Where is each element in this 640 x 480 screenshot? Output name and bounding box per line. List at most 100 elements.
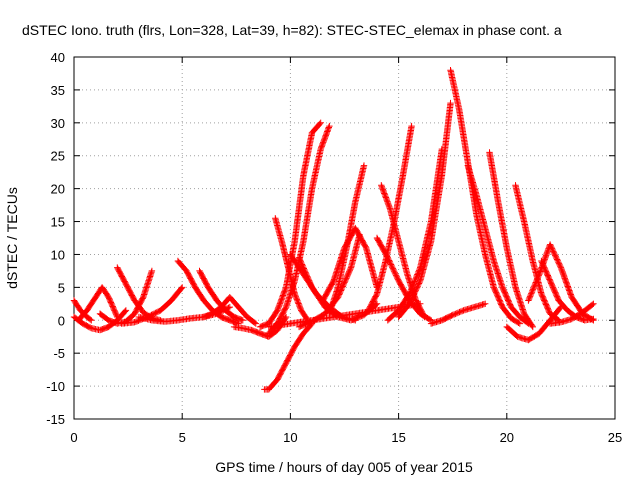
data-point [112, 309, 119, 317]
data-point [239, 317, 246, 324]
data-point [528, 322, 536, 329]
data-point [459, 307, 466, 315]
data-point [300, 265, 307, 272]
data-point [334, 294, 342, 301]
data-point [386, 258, 393, 265]
data-point [121, 308, 129, 315]
data-point [390, 266, 397, 274]
data-point [297, 257, 304, 264]
data-point [555, 260, 563, 267]
data-point [535, 272, 542, 279]
y-tick-label: 15 [51, 215, 65, 230]
data-point [505, 297, 512, 304]
data-point [538, 257, 545, 265]
series-2 [75, 284, 121, 324]
data-point [347, 265, 354, 273]
series-8 [196, 267, 246, 324]
y-tick-label: 10 [51, 247, 65, 262]
data-point [282, 313, 290, 321]
data-point [108, 301, 116, 309]
data-point [408, 296, 415, 303]
data-point [411, 278, 418, 285]
data-point [515, 319, 522, 326]
data-point [410, 281, 417, 288]
data-point [538, 290, 545, 298]
data-point [547, 242, 554, 250]
data-point [533, 276, 541, 283]
data-point [496, 297, 503, 304]
data-point [381, 190, 388, 197]
data-point [394, 274, 401, 282]
data-point [454, 309, 462, 316]
data-point [148, 267, 156, 275]
data-point [415, 281, 422, 288]
data-point [335, 292, 342, 300]
data-point [546, 241, 554, 248]
data-point [408, 295, 416, 302]
data-point [252, 320, 259, 327]
data-point [178, 285, 185, 292]
plot-frame [73, 56, 616, 420]
data-point [387, 261, 395, 268]
data-point [482, 300, 489, 307]
data-point [360, 162, 368, 169]
series-9 [200, 294, 259, 327]
data-point [552, 252, 559, 259]
data-point [548, 244, 555, 251]
data-point [385, 255, 392, 263]
data-point [541, 297, 548, 304]
series-34 [538, 257, 597, 324]
data-point [406, 299, 414, 306]
data-point [304, 274, 312, 282]
data-point [113, 312, 120, 319]
data-point [525, 297, 532, 304]
data-point [320, 139, 327, 146]
data-point [226, 303, 233, 311]
data-point [296, 304, 304, 311]
data-point [541, 264, 548, 271]
data-point [534, 273, 542, 281]
series-33 [546, 300, 597, 327]
data-point [554, 257, 561, 264]
grid [73, 56, 616, 420]
data-point [550, 248, 557, 255]
data-point [325, 124, 332, 131]
x-tick-label: 10 [283, 430, 297, 445]
data-point [552, 253, 559, 260]
data-point [114, 313, 121, 321]
data-point [551, 250, 558, 258]
y-tick-label: 30 [51, 116, 65, 131]
series-20 [295, 231, 363, 331]
data-point [533, 277, 540, 285]
data-point [343, 275, 350, 282]
data-point [412, 275, 419, 282]
data-point [296, 255, 303, 263]
data-point [88, 317, 95, 324]
data-point [411, 289, 418, 297]
data-point [501, 289, 508, 296]
data-point [339, 283, 346, 290]
data-point [590, 315, 597, 323]
series-14 [272, 215, 311, 324]
data-point [338, 284, 346, 291]
data-point [526, 293, 534, 300]
data-point [387, 260, 394, 267]
y-tick-label: -10 [46, 379, 65, 394]
data-point [345, 269, 352, 277]
y-axis-label: dSTEC / TECUs [4, 187, 20, 289]
data-point [316, 120, 323, 128]
data-point [497, 278, 504, 285]
data-point [388, 262, 395, 270]
data-point [385, 257, 393, 264]
data-point [282, 305, 289, 312]
data-point [391, 269, 398, 276]
data-point [492, 263, 499, 270]
data-point [545, 273, 552, 280]
data-point [447, 99, 454, 107]
x-tick-label: 5 [179, 430, 186, 445]
data-point [341, 277, 349, 285]
data-point [393, 273, 400, 280]
data-point [529, 286, 537, 293]
data-point [497, 280, 505, 287]
data-point [341, 279, 348, 286]
